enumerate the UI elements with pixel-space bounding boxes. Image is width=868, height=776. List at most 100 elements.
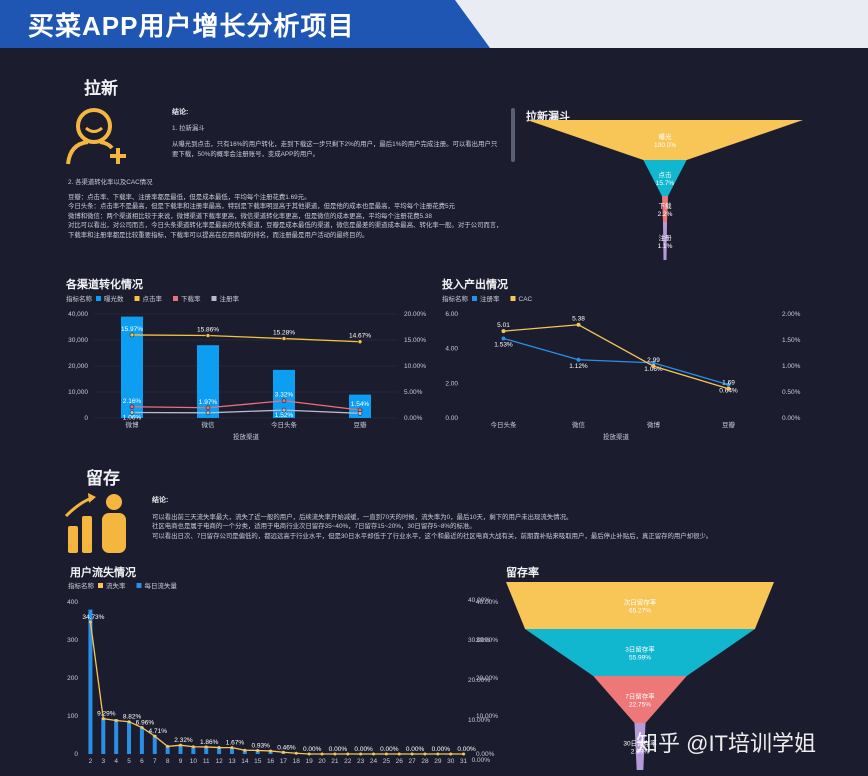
bar-0 xyxy=(121,316,143,418)
ret-stage-value-3: 2.69% xyxy=(631,749,650,756)
y-right-tick-1: 30.00% xyxy=(476,637,498,644)
acq-conclusion-p5: 对比可以看出，对公司而言，今日头条渠道转化率是最高的优秀渠道，豆瓣是成本最低的渠… xyxy=(68,222,503,239)
churn-label-17: 0.00% xyxy=(303,746,322,753)
x-tick-0: 今日头条 xyxy=(491,420,518,429)
series-point-1-0 xyxy=(501,329,506,334)
data-label-1-3: 14.67% xyxy=(349,333,371,340)
churn-label-21: 0.00% xyxy=(354,746,373,753)
churn-point-26 xyxy=(423,752,427,756)
churn-point-22 xyxy=(372,752,375,756)
ret-stage-name-0: 次日留存率 xyxy=(624,598,657,607)
series-point-1-1 xyxy=(576,322,581,327)
page-title: 买菜APP用户增长分析项目 xyxy=(28,11,355,41)
data-label-1-1: 5.38 xyxy=(572,316,585,323)
data-label-0-3: 0.64% xyxy=(719,388,738,395)
x-tick-20: 22 xyxy=(344,758,352,765)
y-left-tick-1: 30,000 xyxy=(68,337,88,344)
ret-stage-0 xyxy=(506,582,774,629)
series-point-2-1 xyxy=(205,405,211,411)
churn-point-16 xyxy=(294,751,298,755)
x-tick-14: 16 xyxy=(267,758,275,765)
legend-swatch-2 xyxy=(173,296,178,301)
x-tick-24: 26 xyxy=(396,758,404,765)
acq-conclusion-2: 2. 各渠道转化率以及CAC情况 豆瓣：点击率、下载率、注册率都是最低，但是成本… xyxy=(68,178,508,241)
churn-point-0 xyxy=(88,620,92,624)
y-right-tick-2: 1.00% xyxy=(782,363,801,370)
x-tick-12: 14 xyxy=(241,758,249,765)
churn-point-3 xyxy=(127,720,131,724)
churn-point-4 xyxy=(140,726,144,730)
channel-chart-title: 各渠道转化情况 xyxy=(66,279,143,291)
x-tick-4: 6 xyxy=(140,758,144,765)
bar-1 xyxy=(101,717,106,754)
funnel-stage-2 xyxy=(661,196,669,222)
data-label-2-1: 1.97% xyxy=(199,399,218,406)
bar-9 xyxy=(204,746,209,754)
y-right-tick-2: 10.00% xyxy=(404,363,426,370)
churn-point-25 xyxy=(410,752,414,756)
series-point-1-2 xyxy=(651,364,656,369)
legend-label-1: CAC xyxy=(519,296,533,303)
churn-point-8 xyxy=(191,745,195,749)
bar-14 xyxy=(268,750,273,754)
x-tick-3: 豆瓣 xyxy=(354,420,368,429)
bar-6 xyxy=(165,745,170,754)
funnel-stage-name-0: 曝光 xyxy=(659,132,673,141)
bar-8 xyxy=(191,746,196,754)
bar-3 xyxy=(349,394,371,418)
y-right-tick-1: 15.00% xyxy=(404,337,426,344)
header-bar: 买菜APP用户增长分析项目 xyxy=(0,0,868,48)
series-line-1 xyxy=(131,334,361,343)
x-tick-26: 28 xyxy=(421,758,429,765)
y-left-tick-0: 40,000 xyxy=(68,311,88,318)
bar-1 xyxy=(197,345,219,418)
churn-point-12 xyxy=(243,748,247,752)
churn-label-25: 0.00% xyxy=(406,746,425,753)
churn-label-27: 0.00% xyxy=(432,746,451,753)
legend-label-0: 曝光数 xyxy=(104,294,124,303)
ret-stage-value-0: 65.27% xyxy=(629,608,651,615)
legend-label-1: 点击率 xyxy=(143,294,163,303)
header-band xyxy=(0,0,490,48)
legend-swatch-1 xyxy=(510,296,516,301)
legend-swatch-1 xyxy=(134,296,140,301)
legend-swatch-0 xyxy=(472,296,477,301)
legend-swatch-3 xyxy=(211,296,217,301)
x-tick-17: 19 xyxy=(306,758,314,765)
x-tick-15: 17 xyxy=(280,758,288,765)
data-label-2-0: 2.16% xyxy=(123,398,142,405)
series-point-3-0 xyxy=(129,410,135,415)
retention-funnel-chart: 40.00% 30.00% 20.00% 10.00% 0.00% 次日留存率65.27%… xyxy=(468,582,774,770)
x-tick-18: 20 xyxy=(318,758,326,765)
series-point-1-2 xyxy=(281,336,287,341)
section-title-acquisition: 拉新 xyxy=(84,79,118,98)
churn-label-3: 8.82% xyxy=(123,714,142,721)
churn-point-10 xyxy=(217,746,221,750)
churn-chart-title: 用户流失情况 xyxy=(70,567,136,579)
x-tick-3: 豆瓣 xyxy=(722,420,736,429)
y-left-tick-4: 0 xyxy=(84,415,88,422)
funnel-stage-name-3: 注册 xyxy=(659,233,673,242)
bar-10 xyxy=(217,747,222,754)
x-axis-label: 投放渠道 xyxy=(233,432,260,441)
y-left-tick-1: 4.00 xyxy=(445,346,458,353)
data-label-2-3: 1.54% xyxy=(351,401,370,408)
section-title-retention: 留存 xyxy=(86,469,120,488)
data-label-1-0: 15.97% xyxy=(121,326,143,333)
churn-point-20 xyxy=(346,752,350,756)
data-label-3-2: 1.52% xyxy=(275,412,294,419)
ret-conclusion-p2: 社区电商也是属于电商的一个分类，适用于电商行业次日留存35~40%，7日留存15… xyxy=(152,523,476,531)
data-label-1-0: 5.01 xyxy=(497,322,510,329)
ret-stage-name-1: 3日留存率 xyxy=(625,645,655,654)
y-left-tick-0: 400 xyxy=(67,599,78,606)
churn-line xyxy=(89,621,464,755)
x-tick-2: 4 xyxy=(114,758,118,765)
legend-label-1: 每日流失量 xyxy=(145,581,178,590)
legend-title: 指标名称 xyxy=(66,294,93,303)
y-right-tick-0: 40.00% xyxy=(476,599,498,606)
y-left-tick-3: 10,000 xyxy=(68,389,88,396)
data-label-2-2: 3.32% xyxy=(275,392,294,399)
churn-point-18 xyxy=(320,752,324,756)
series-point-2-0 xyxy=(129,404,135,410)
funnel-stage-value-2: 2.2% xyxy=(658,211,673,218)
